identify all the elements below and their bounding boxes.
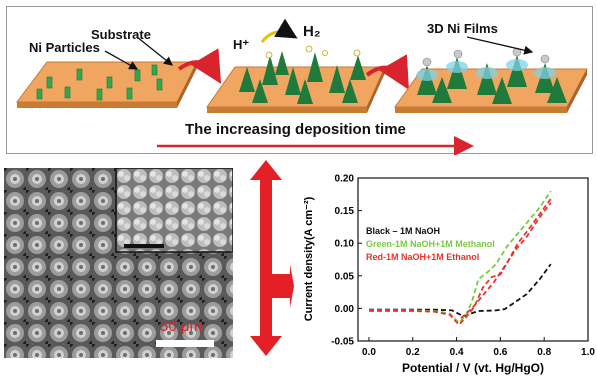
y-tick-label: 0.00 xyxy=(335,304,355,315)
x-tick-label: 0.4 xyxy=(450,347,464,358)
particles-pointer xyxy=(104,50,139,70)
ni-3d-films xyxy=(416,47,567,104)
x-tick-label: 1.0 xyxy=(581,347,595,358)
y-tick-label: 0.20 xyxy=(335,174,355,185)
x-tick-label: 0.6 xyxy=(493,347,507,358)
schematic-drawing xyxy=(16,18,588,155)
particles-label: Ni Particles xyxy=(29,40,100,55)
reaction-arrow xyxy=(260,18,298,43)
y-tick-label: 0.05 xyxy=(335,271,355,282)
y-tick-label: 0.10 xyxy=(335,239,355,250)
substrate-pointer xyxy=(136,36,174,66)
legend-entry-2: Red-1M NaOH+1M Ethanol xyxy=(366,252,479,262)
h2-bubbles xyxy=(265,45,361,59)
scale-bar xyxy=(156,340,214,347)
sem-texture xyxy=(4,168,233,358)
hplus-label: H⁺ xyxy=(233,37,250,52)
y-axis-label: Current density(A cm⁻²) xyxy=(303,196,315,321)
sem-image: 50 μm xyxy=(4,168,233,358)
deposition-caption: The increasing deposition time xyxy=(185,121,406,138)
x-tick-label: 0.8 xyxy=(537,347,551,358)
y-tick-label: 0.15 xyxy=(335,206,355,217)
ni-dendrites-stage2 xyxy=(239,51,366,104)
double-arrow xyxy=(250,160,294,356)
legend-entry-0: Black – 1M NaOH xyxy=(366,226,440,236)
lsv-chart: -0.05 0.00 0.05 0.10 0.15 0.20 0.0 0.2 0.4 0.6 0.… xyxy=(303,174,595,376)
x-axis-label: Potential / V (vt. Hg/HgO) xyxy=(402,361,544,375)
scale-label: 50 μm xyxy=(160,318,202,335)
x-tick-label: 0.2 xyxy=(406,347,420,358)
series-line-2 xyxy=(369,198,552,327)
series-line-3 xyxy=(460,202,552,319)
films-pointer xyxy=(466,36,534,55)
sem-inset xyxy=(115,168,233,253)
y-tick-label: -0.05 xyxy=(331,337,354,348)
h2-label: H₂ xyxy=(303,23,321,40)
schematic-panel: Substrate Ni Particles H⁺ H₂ 3D Ni Films… xyxy=(6,6,593,155)
transition-arrow-2 xyxy=(365,54,410,90)
substrate-label: Substrate xyxy=(91,27,151,42)
transition-arrow-1 xyxy=(177,48,222,84)
ni-particles xyxy=(36,64,163,101)
series-line-1 xyxy=(369,190,552,324)
x-tick-label: 0.0 xyxy=(362,347,376,358)
films-label: 3D Ni Films xyxy=(427,21,498,36)
legend-entry-1: Green-1M NaOH+1M Methanol xyxy=(366,239,495,249)
